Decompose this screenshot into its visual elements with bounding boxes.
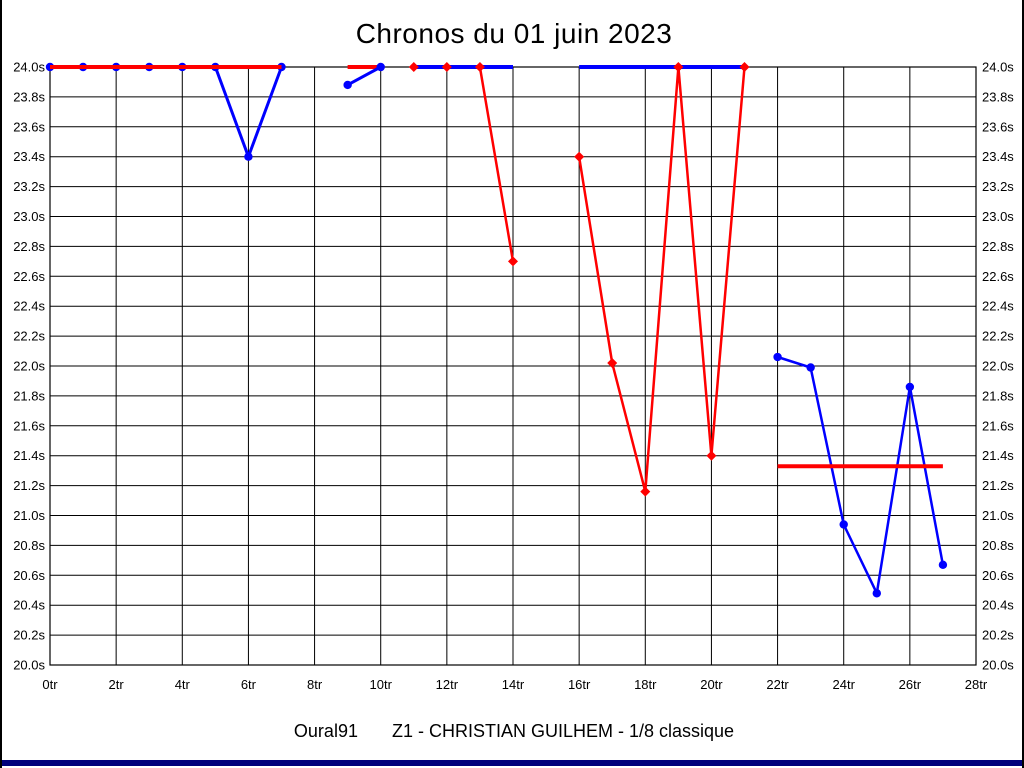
y-axis-tick-label-left: 22.8s <box>13 239 45 254</box>
red-series-line <box>413 65 515 262</box>
y-axis-tick-label-left: 22.6s <box>13 269 45 284</box>
red-data-point <box>673 62 684 72</box>
y-axis-tick-label-right: 20.6s <box>982 568 1014 583</box>
y-axis-tick-label-right: 24.0s <box>982 60 1014 75</box>
x-axis-tick-label: 8tr <box>307 677 323 692</box>
y-axis-tick-label-right: 22.0s <box>982 359 1014 374</box>
red-data-point <box>441 62 452 72</box>
y-axis-tick-label-left: 20.6s <box>13 568 45 583</box>
y-axis-tick-label-right: 22.4s <box>982 299 1014 314</box>
y-axis-tick-label-right: 23.0s <box>982 209 1014 224</box>
red-series-line <box>577 66 746 492</box>
y-axis-tick-label-left: 23.0s <box>13 209 45 224</box>
window-bottom-border <box>2 760 1022 766</box>
y-axis-tick-label-right: 21.8s <box>982 388 1014 403</box>
y-axis-tick-label-left: 22.2s <box>13 329 45 344</box>
blue-data-point <box>244 152 253 161</box>
x-axis-tick-label: 24tr <box>833 677 856 692</box>
y-axis-tick-label-left: 20.0s <box>13 658 45 673</box>
y-axis-tick-label-right: 21.0s <box>982 508 1014 523</box>
red-data-point <box>739 62 750 72</box>
y-axis-tick-label-left: 23.2s <box>13 179 45 194</box>
blue-series-line <box>777 355 945 598</box>
footer-club-name: Oural91 <box>293 721 358 741</box>
y-axis-tick-label-left: 24.0s <box>13 60 45 75</box>
x-axis-tick-label: 12tr <box>436 677 459 692</box>
x-axis-tick-label: 0tr <box>42 677 58 692</box>
y-axis-tick-label-left: 23.4s <box>13 149 45 164</box>
x-axis-tick-label: 2tr <box>109 677 125 692</box>
blue-data-point <box>905 382 915 392</box>
x-axis-tick-label: 18tr <box>634 677 657 692</box>
red-data-point <box>408 62 419 72</box>
y-axis-tick-label-left: 21.4s <box>13 448 45 463</box>
x-axis-tick-label: 14tr <box>502 677 525 692</box>
blue-series-line <box>346 65 382 87</box>
y-axis-tick-label-left: 21.2s <box>13 478 45 493</box>
y-axis-tick-label-right: 22.6s <box>982 269 1014 284</box>
blue-data-point <box>773 352 782 362</box>
y-axis-tick-label-left: 21.8s <box>13 388 45 403</box>
red-data-point <box>706 450 717 461</box>
y-axis-tick-label-right: 20.8s <box>982 538 1014 553</box>
x-axis-tick-label: 10tr <box>370 677 393 692</box>
y-axis-tick-label-right: 23.2s <box>982 179 1014 194</box>
y-axis-tick-label-right: 22.2s <box>982 329 1014 344</box>
red-data-point <box>474 62 485 72</box>
y-axis-tick-label-left: 20.2s <box>13 628 45 643</box>
blue-data-point <box>376 62 385 72</box>
y-axis-tick-label-left: 22.4s <box>13 299 45 314</box>
blue-data-point <box>938 560 948 570</box>
y-axis-tick-label-left: 21.0s <box>13 508 45 523</box>
y-axis-tick-label-right: 20.0s <box>982 658 1014 673</box>
y-axis-tick-label-left: 23.6s <box>13 119 45 134</box>
footer-session-label: Z1 - CHRISTIAN GUILHEM - 1/8 classique <box>391 721 735 741</box>
blue-series-line <box>50 65 283 162</box>
x-axis-tick-label: 4tr <box>175 677 191 692</box>
y-axis-tick-label-right: 21.2s <box>982 478 1014 493</box>
y-axis-tick-label-right: 20.2s <box>982 628 1014 643</box>
chart-footer: Oural91 Z1 - CHRISTIAN GUILHEM - 1/8 clas… <box>2 721 1022 742</box>
y-axis-tick-label-left: 21.6s <box>13 418 45 433</box>
blue-data-point <box>343 80 352 90</box>
x-axis-tick-label: 28tr <box>965 677 988 692</box>
y-axis-tick-label-right: 23.6s <box>982 119 1014 134</box>
y-axis-tick-label-left: 20.8s <box>13 538 45 553</box>
y-axis-tick-label-right: 23.8s <box>982 89 1014 104</box>
y-axis-tick-label-right: 20.4s <box>982 598 1014 613</box>
x-axis-tick-label: 22tr <box>766 677 789 692</box>
blue-data-point <box>806 363 815 372</box>
red-data-point <box>607 358 618 369</box>
blue-data-point <box>872 589 881 598</box>
y-axis-tick-label-right: 21.4s <box>982 448 1014 463</box>
red-data-point <box>640 486 651 497</box>
x-axis-tick-label: 20tr <box>700 677 723 692</box>
red-data-point <box>508 256 518 267</box>
x-axis-tick-label: 16tr <box>568 677 591 692</box>
x-axis-tick-label: 26tr <box>899 677 922 692</box>
y-axis-tick-label-right: 21.6s <box>982 418 1014 433</box>
y-axis-tick-label-left: 23.8s <box>13 89 45 104</box>
red-data-point <box>574 151 585 162</box>
y-axis-tick-label-left: 20.4s <box>13 598 45 613</box>
x-axis-tick-label: 6tr <box>241 677 257 692</box>
chart-title: Chronos du 01 juin 2023 <box>355 18 673 49</box>
blue-data-point <box>839 520 848 529</box>
y-axis-tick-label-left: 22.0s <box>13 359 45 374</box>
y-axis-tick-label-right: 22.8s <box>982 239 1014 254</box>
y-axis-tick-label-right: 23.4s <box>982 149 1014 164</box>
